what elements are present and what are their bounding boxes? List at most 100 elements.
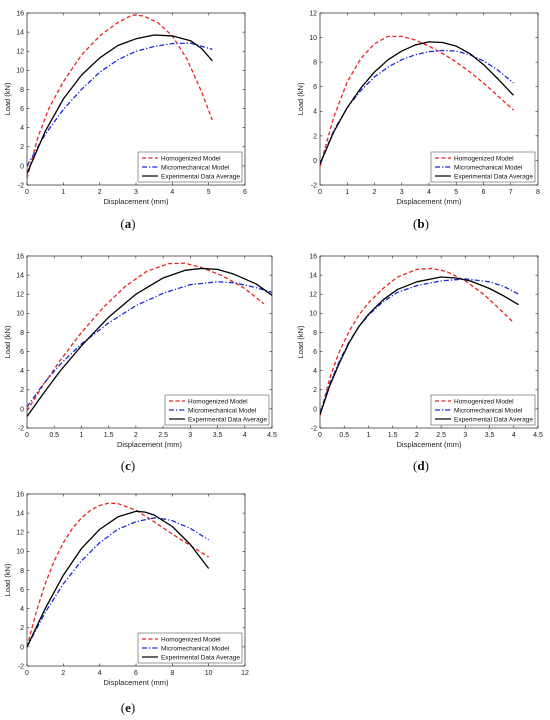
series-line-micromechanical-model bbox=[27, 517, 210, 648]
x-tick-label: 1 bbox=[345, 189, 349, 196]
y-tick-label: 12 bbox=[16, 292, 24, 299]
x-tick-label: 7 bbox=[509, 189, 513, 196]
y-tick-label: 8 bbox=[313, 330, 317, 337]
x-axis-label: Displacement (mm) bbox=[103, 197, 169, 206]
chart-panel-d: 0 0.5 1 1.5 2 2.5 3 3.5 4 4.5-20246810121416Displ… bbox=[296, 253, 543, 473]
series-line-homogenized-model bbox=[27, 502, 210, 648]
panel-label-close: ) bbox=[131, 458, 135, 473]
x-tick-label: 3.5 bbox=[485, 432, 495, 439]
y-tick-label: 12 bbox=[16, 49, 24, 56]
x-tick-label: 4 bbox=[243, 432, 247, 439]
series-line-experimental-data-average bbox=[27, 510, 210, 648]
y-tick-label: 4 bbox=[313, 368, 317, 375]
legend-entry: Homogenized Model bbox=[454, 155, 514, 162]
y-tick-label: 4 bbox=[313, 109, 317, 116]
y-tick-label: 2 bbox=[20, 387, 24, 394]
x-tick-label: 1 bbox=[366, 432, 370, 439]
panel-label-letter: a bbox=[125, 216, 132, 231]
legend-entry: Experimental Data Average bbox=[161, 173, 240, 180]
series-line-homogenized-model bbox=[27, 262, 265, 412]
x-axis-label: Displacement (mm) bbox=[396, 197, 462, 206]
x-tick-label: 8 bbox=[536, 189, 540, 196]
legend: Homogenized Model Micromechanical Model Ex… bbox=[137, 151, 243, 183]
panel-label-close: ) bbox=[425, 458, 429, 473]
y-axis-label: Load (kN) bbox=[296, 82, 305, 115]
legend-entry: Micromechanical Model bbox=[161, 645, 230, 652]
panel-label-letter: e bbox=[125, 700, 131, 715]
y-tick-label: 6 bbox=[313, 349, 317, 356]
y-tick-label: 6 bbox=[20, 587, 24, 594]
panel-label: (b) bbox=[413, 216, 429, 231]
x-tick-label: 5 bbox=[454, 189, 458, 196]
x-tick-label: 3 bbox=[400, 189, 404, 196]
x-tick-label: 3 bbox=[134, 189, 138, 196]
y-tick-label: 14 bbox=[309, 273, 317, 280]
y-tick-label: 16 bbox=[16, 10, 24, 17]
x-tick-label: 2 bbox=[134, 432, 138, 439]
y-tick-label: 2 bbox=[313, 387, 317, 394]
y-tick-label: 0 bbox=[20, 163, 24, 170]
panel-label-close: ) bbox=[131, 216, 135, 231]
y-tick-label: -2 bbox=[18, 663, 24, 670]
x-tick-label: 1.5 bbox=[388, 432, 398, 439]
chart-panel-c: 0 0.5 1 1.5 2 2.5 3 3.5 4 4.5-20246810121416Displ… bbox=[3, 253, 277, 473]
y-axis-label: Load (kN) bbox=[3, 82, 12, 115]
y-axis-label: Load (kN) bbox=[296, 325, 305, 358]
panel-label: (a) bbox=[120, 216, 135, 231]
legend-entry: Micromechanical Model bbox=[454, 407, 523, 414]
x-tick-label: 6 bbox=[243, 189, 247, 196]
x-tick-label: 10 bbox=[205, 670, 213, 677]
legend-entry: Experimental Data Average bbox=[188, 416, 267, 423]
x-axis-label: Displacement (mm) bbox=[103, 678, 169, 687]
x-tick-label: 6 bbox=[134, 670, 138, 677]
y-tick-label: 6 bbox=[20, 349, 24, 356]
series-line-experimental-data-average bbox=[320, 276, 519, 415]
y-tick-label: 10 bbox=[16, 311, 24, 318]
y-tick-label: 10 bbox=[16, 549, 24, 556]
y-tick-label: -2 bbox=[311, 182, 317, 189]
legend: Homogenized Model Micromechanical Model Ex… bbox=[430, 151, 536, 183]
x-tick-label: 1 bbox=[61, 189, 65, 196]
panel-label-letter: b bbox=[417, 216, 424, 231]
legend-entry: Homogenized Model bbox=[161, 155, 221, 162]
x-tick-label: 2.5 bbox=[436, 432, 446, 439]
legend-entry: Homogenized Model bbox=[454, 398, 514, 405]
x-tick-label: 3 bbox=[463, 432, 467, 439]
x-tick-label: 0 bbox=[318, 189, 322, 196]
y-tick-label: 12 bbox=[309, 292, 317, 299]
legend-entry: Micromechanical Model bbox=[161, 164, 230, 171]
y-tick-label: 0 bbox=[20, 406, 24, 413]
panel-label-close: ) bbox=[425, 216, 429, 231]
y-tick-label: 12 bbox=[16, 530, 24, 537]
y-tick-label: 8 bbox=[313, 60, 317, 67]
y-axis-label: Load (kN) bbox=[3, 325, 12, 358]
y-tick-label: 6 bbox=[313, 84, 317, 91]
x-tick-label: 1.5 bbox=[104, 432, 114, 439]
x-tick-label: 2 bbox=[61, 670, 65, 677]
y-tick-label: -2 bbox=[311, 425, 317, 432]
y-tick-label: 0 bbox=[313, 406, 317, 413]
y-tick-label: 8 bbox=[20, 568, 24, 575]
x-tick-label: 6 bbox=[482, 189, 486, 196]
x-tick-label: 12 bbox=[241, 670, 249, 677]
y-tick-label: 14 bbox=[16, 273, 24, 280]
panel-label: (c) bbox=[121, 458, 135, 473]
series-line-experimental-data-average bbox=[320, 41, 514, 165]
panel-label-open: ( bbox=[413, 216, 417, 231]
panel-label-open: ( bbox=[121, 700, 125, 715]
legend: Homogenized Model Micromechanical Model Ex… bbox=[430, 394, 536, 426]
x-tick-label: 0 bbox=[25, 432, 29, 439]
panel-label-letter: c bbox=[125, 458, 131, 473]
x-tick-label: 0.5 bbox=[49, 432, 59, 439]
y-tick-label: 4 bbox=[20, 125, 24, 132]
x-tick-label: 2 bbox=[98, 189, 102, 196]
legend-entry: Micromechanical Model bbox=[454, 164, 523, 171]
legend-entry: Experimental Data Average bbox=[454, 416, 533, 423]
series-line-micromechanical-model bbox=[27, 42, 213, 167]
x-tick-label: 4 bbox=[170, 189, 174, 196]
legend: Homogenized Model Micromechanical Model Ex… bbox=[164, 394, 270, 426]
y-tick-label: 16 bbox=[309, 253, 317, 260]
y-tick-label: 4 bbox=[20, 368, 24, 375]
